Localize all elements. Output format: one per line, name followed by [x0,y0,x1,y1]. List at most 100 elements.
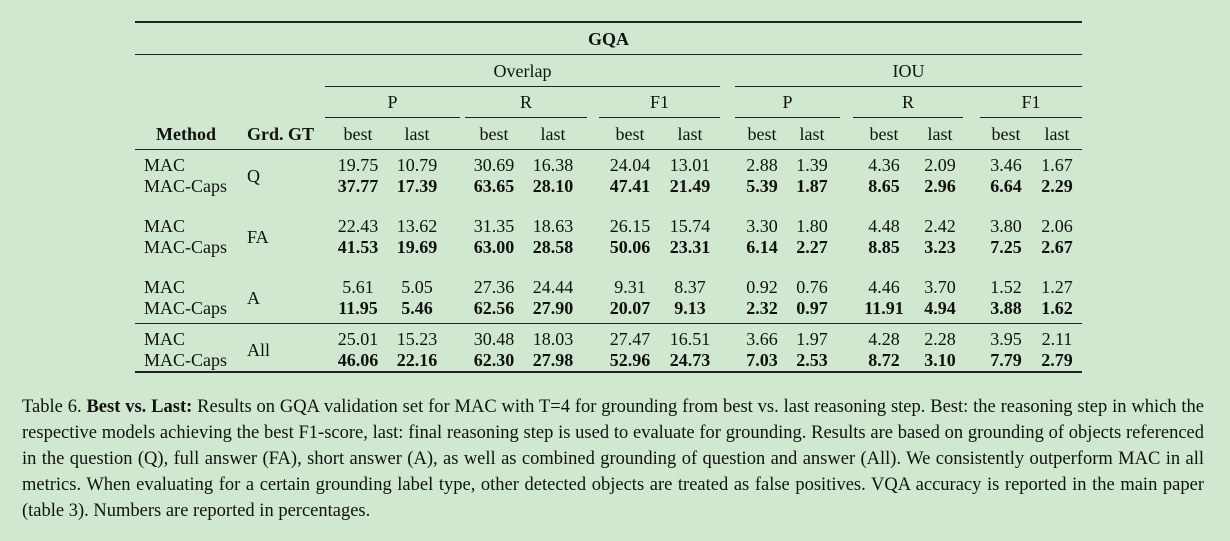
value-cell: 3.30 [746,216,778,236]
value-cell: 5.05 [401,277,433,297]
value-cell: 3.88 [990,298,1022,318]
value-cell: 4.94 [924,298,956,318]
metric-header-f1: F1 [649,92,669,112]
value-cell: 62.56 [473,298,515,318]
caption-text: Results on GQA validation set for MAC wi… [22,397,1205,521]
method-cell: MAC [144,329,186,349]
value-cell: 6.64 [990,176,1022,196]
metric-rule [735,117,840,118]
value-cell: 0.97 [796,298,828,318]
metric-rule [853,117,963,118]
metric-rule [599,117,720,118]
dataset-header: GQA [587,29,629,49]
best-column-header: best [991,124,1021,144]
metric-header-f1: F1 [1021,92,1041,112]
grd-gt-cell: Q [247,166,260,186]
value-cell: 7.25 [990,237,1022,257]
value-cell: 0.76 [796,277,828,297]
value-cell: 5.46 [401,298,433,318]
value-cell: 8.85 [868,237,900,257]
method-cell: MAC-Caps [144,298,228,318]
value-cell: 2.79 [1041,350,1073,370]
overlap-rule [325,86,720,87]
all-separator-rule [135,323,1082,324]
value-cell: 3.95 [990,329,1022,349]
value-cell: 37.77 [337,176,379,196]
value-cell: 24.44 [532,277,574,297]
value-cell: 41.53 [337,237,379,257]
bottom-rule [135,371,1082,373]
value-cell: 26.15 [609,216,651,236]
value-cell: 13.01 [669,155,711,175]
value-cell: 30.48 [473,329,515,349]
method-cell: MAC-Caps [144,176,228,196]
best-column-header: best [343,124,373,144]
iou-rule [735,86,1082,87]
value-cell: 2.88 [746,155,778,175]
value-cell: 2.11 [1041,329,1073,349]
value-cell: 8.37 [674,277,706,297]
value-cell: 2.67 [1041,237,1073,257]
value-cell: 1.80 [796,216,828,236]
best-column-header: best [615,124,645,144]
caption-title: Best vs. Last: [86,397,193,417]
group-iou-header: IOU [892,61,925,81]
value-cell: 46.06 [337,350,379,370]
value-cell: 2.06 [1041,216,1073,236]
value-cell: 24.04 [609,155,651,175]
value-cell: 50.06 [609,237,651,257]
last-column-header: last [799,124,825,144]
value-cell: 9.31 [614,277,646,297]
value-cell: 20.07 [609,298,651,318]
metric-rule [980,117,1082,118]
value-cell: 8.72 [868,350,900,370]
dataset-rule [135,54,1082,55]
last-column-header: last [540,124,566,144]
value-cell: 23.31 [669,237,711,257]
value-cell: 2.27 [796,237,828,257]
value-cell: 27.36 [473,277,515,297]
value-cell: 47.41 [609,176,651,196]
value-cell: 18.63 [532,216,574,236]
value-cell: 9.13 [674,298,706,318]
value-cell: 31.35 [473,216,515,236]
value-cell: 7.79 [990,350,1022,370]
value-cell: 5.39 [746,176,778,196]
value-cell: 28.58 [532,237,574,257]
value-cell: 2.53 [796,350,828,370]
best-column-header: best [479,124,509,144]
value-cell: 13.62 [396,216,438,236]
value-cell: 24.73 [669,350,711,370]
value-cell: 11.95 [338,298,378,318]
value-cell: 4.36 [868,155,900,175]
value-cell: 8.65 [868,176,900,196]
best-column-header: best [747,124,777,144]
last-column-header: last [677,124,703,144]
value-cell: 22.16 [396,350,438,370]
last-column-header: last [1044,124,1070,144]
value-cell: 1.52 [990,277,1022,297]
value-cell: 3.10 [924,350,956,370]
value-cell: 4.46 [868,277,900,297]
method-cell: MAC-Caps [144,350,228,370]
caption-label: Table 6. [22,397,82,417]
header-rule [135,149,1082,150]
value-cell: 19.69 [396,237,438,257]
value-cell: 15.74 [669,216,711,236]
value-cell: 19.75 [337,155,379,175]
value-cell: 4.48 [868,216,900,236]
value-cell: 25.01 [337,329,379,349]
value-cell: 2.29 [1041,176,1073,196]
value-cell: 3.66 [746,329,778,349]
method-cell: MAC [144,277,186,297]
grd-gt-cell: A [247,288,260,308]
value-cell: 3.23 [924,237,956,257]
value-cell: 1.97 [796,329,828,349]
value-cell: 27.98 [532,350,574,370]
value-cell: 15.23 [396,329,438,349]
value-cell: 3.70 [924,277,956,297]
value-cell: 52.96 [609,350,651,370]
grd-gt-cell: All [247,340,271,360]
value-cell: 2.96 [924,176,956,196]
value-cell: 18.03 [532,329,574,349]
